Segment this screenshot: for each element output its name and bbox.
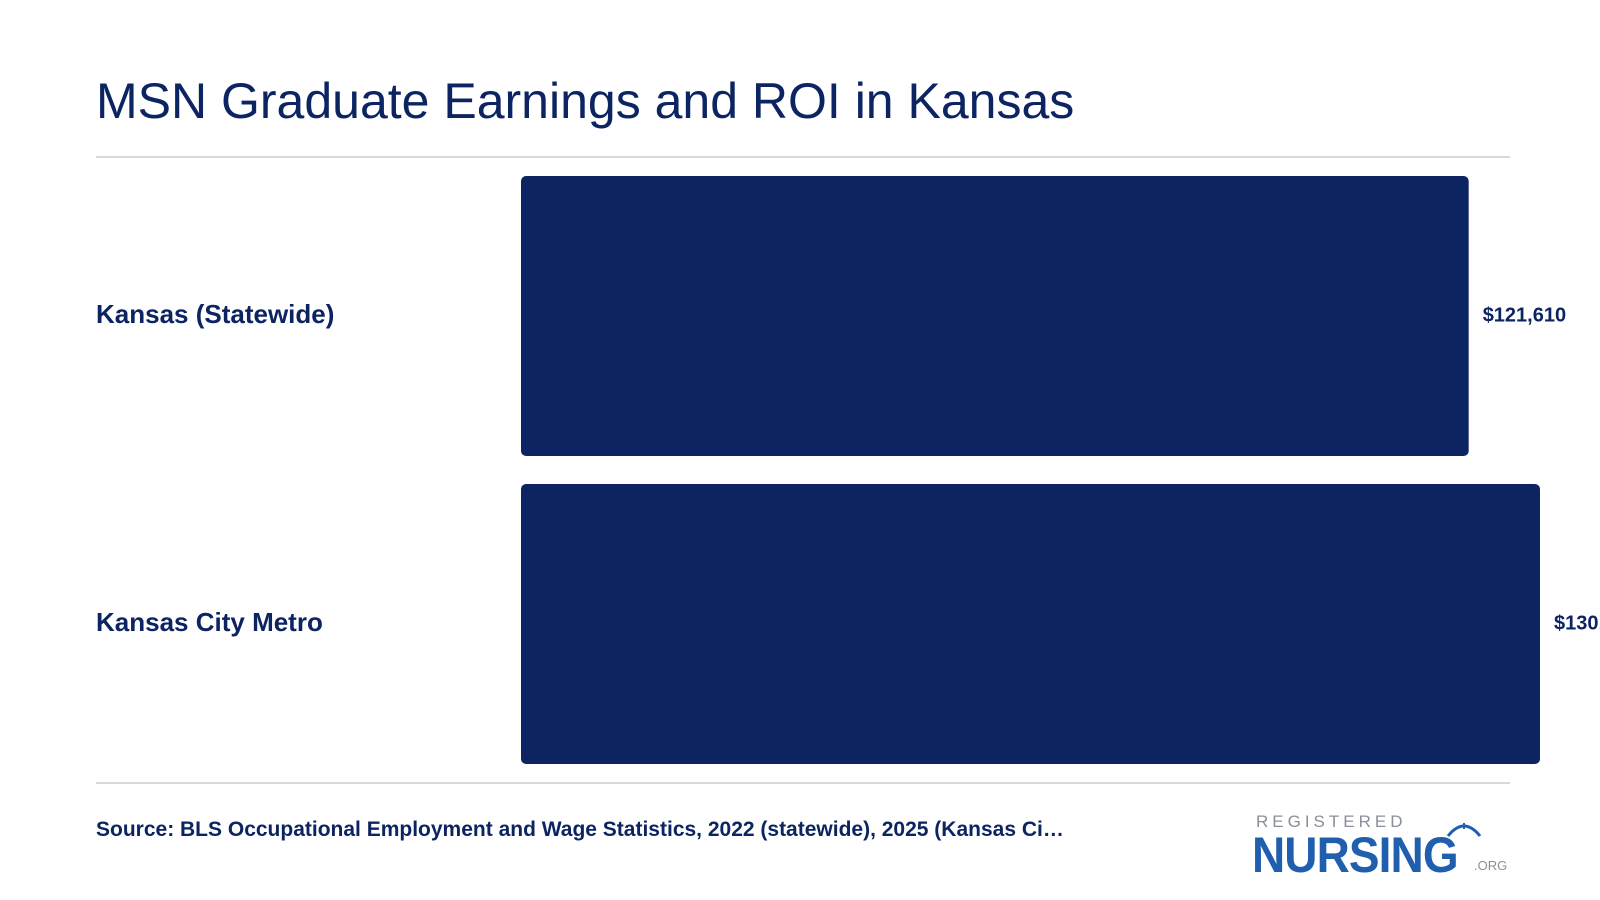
value-label-0: $121,610 [1483, 304, 1566, 326]
logo-suffix: .ORG [1474, 858, 1508, 873]
value-label-1: $130,760 [1554, 612, 1600, 634]
bar-1 [521, 484, 1540, 764]
source-note: Source: BLS Occupational Employment and … [96, 818, 1064, 841]
logo-top-text: REGISTERED [1256, 812, 1407, 831]
chart-title: MSN Graduate Earnings and ROI in Kansas [96, 73, 1075, 129]
category-label-0: Kansas (Statewide) [96, 299, 334, 329]
category-label-1: Kansas City Metro [96, 607, 323, 637]
bar-0 [521, 176, 1469, 456]
logo-main-text: NURSING [1252, 827, 1459, 883]
top-divider [96, 156, 1510, 158]
registered-nursing-logo: REGISTERED NURSING .ORG [1252, 812, 1522, 883]
nurse-cap-icon [1446, 823, 1482, 837]
bottom-divider [96, 782, 1510, 784]
